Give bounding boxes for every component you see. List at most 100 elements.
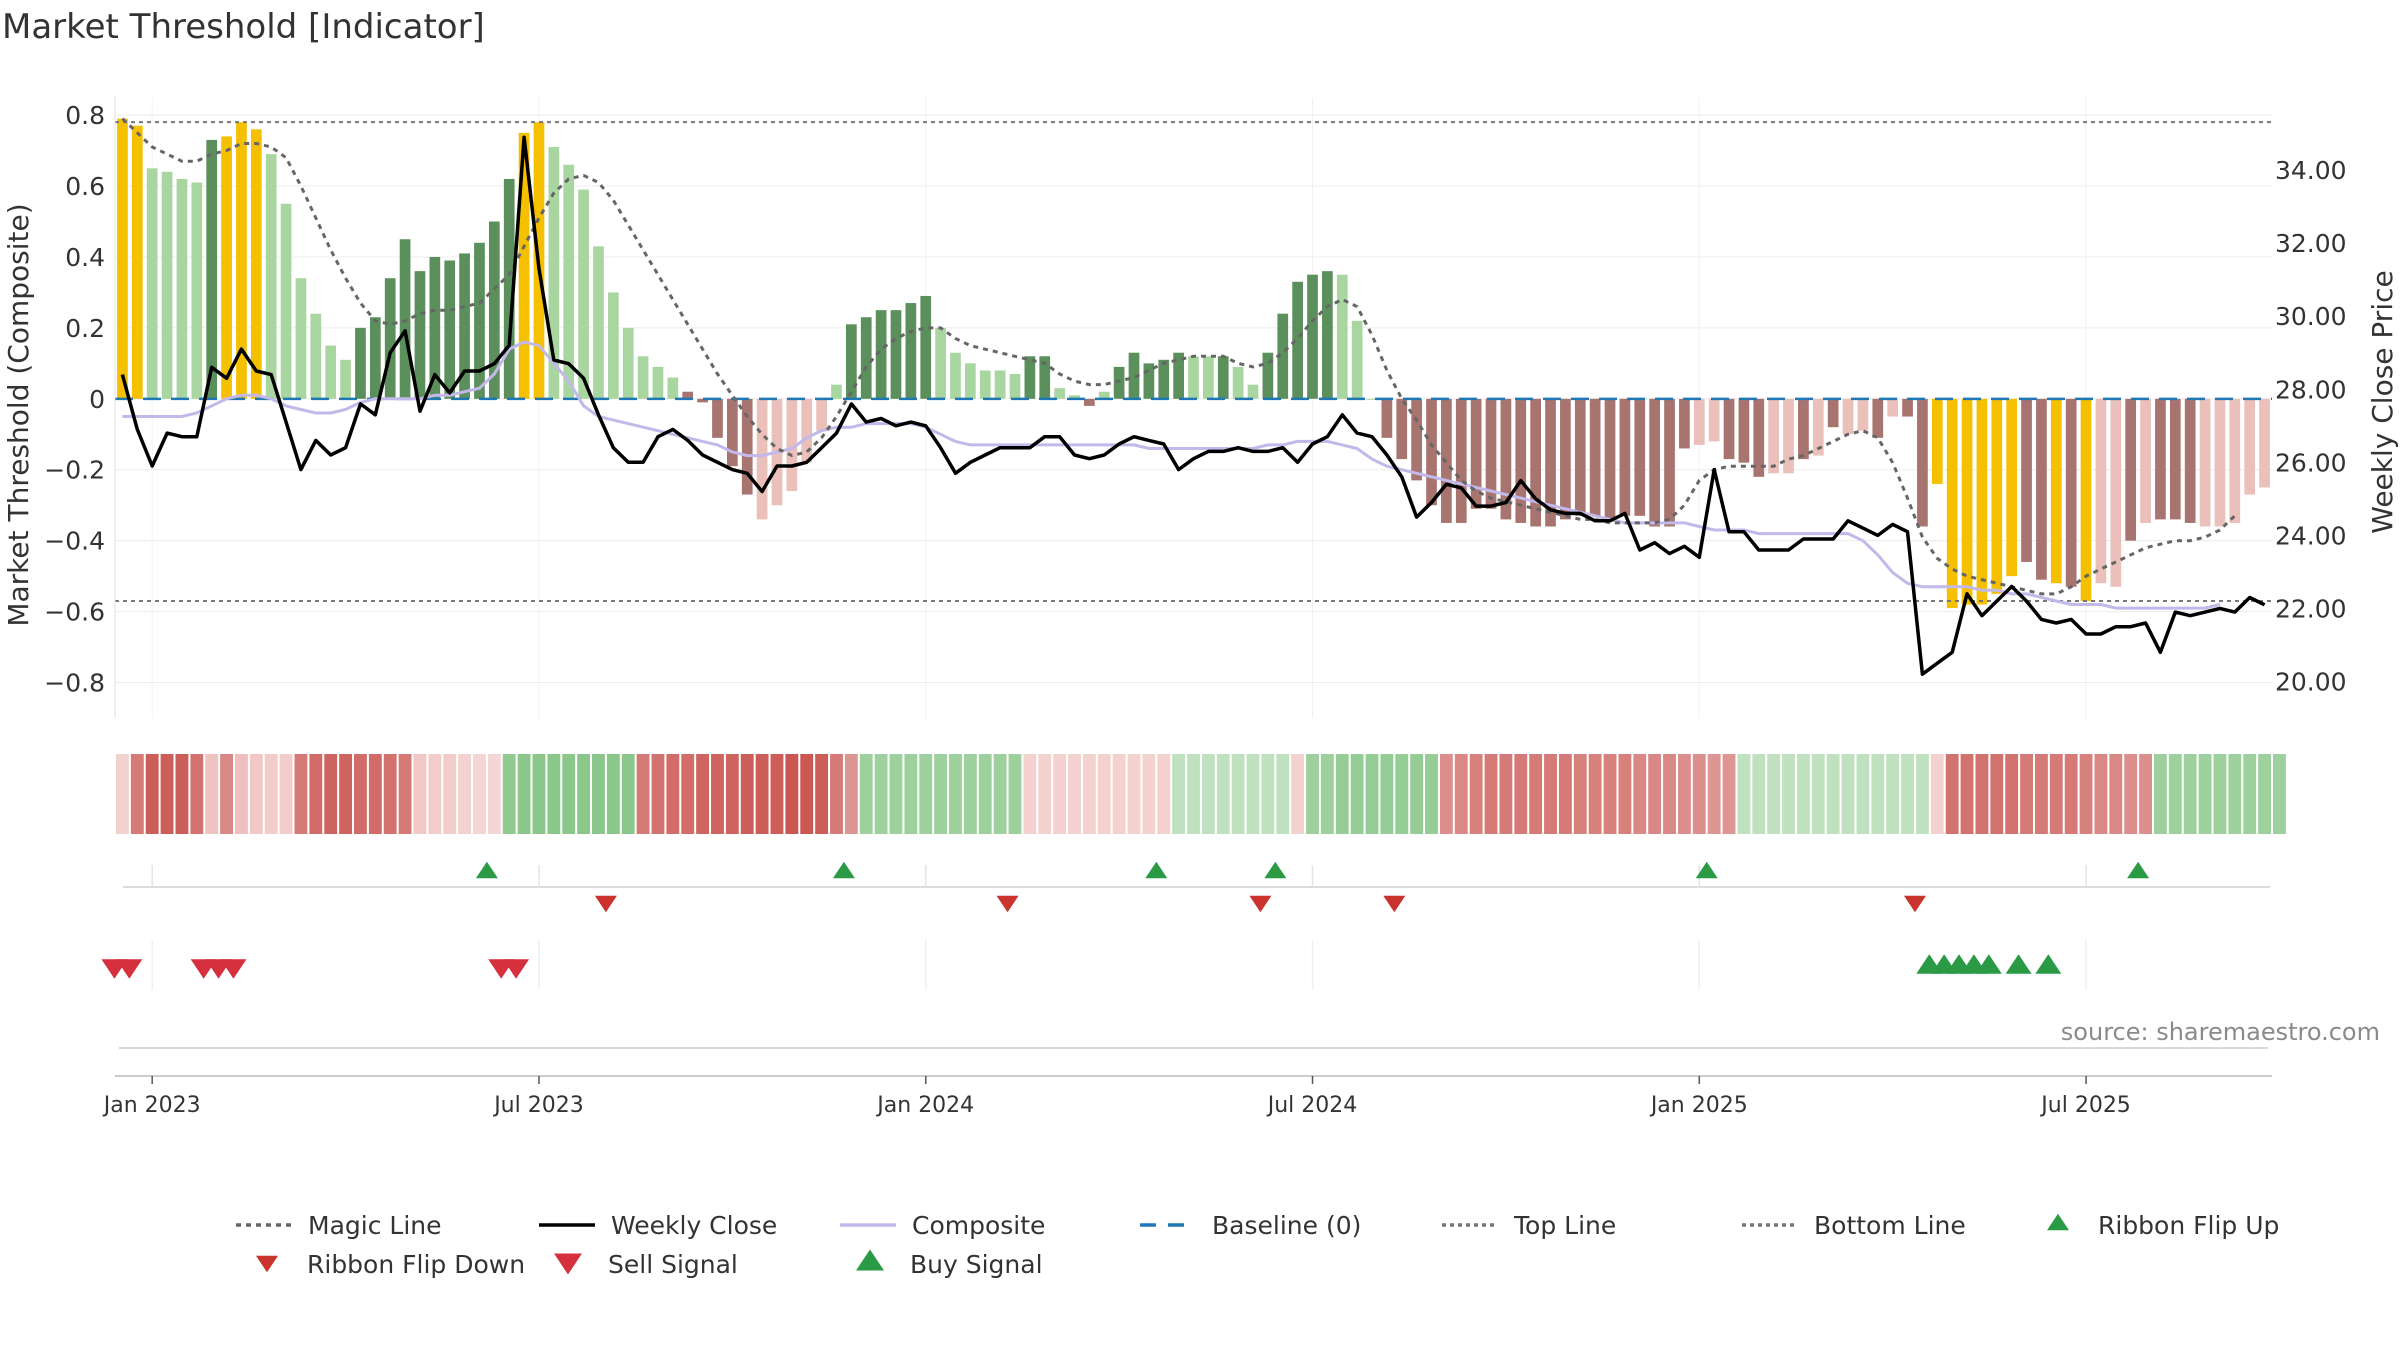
composite-bar bbox=[1693, 398, 1705, 445]
composite-bar bbox=[1976, 398, 1988, 605]
ribbon-cell bbox=[160, 754, 174, 834]
composite-bar bbox=[1143, 363, 1155, 399]
ribbon-cell bbox=[1514, 754, 1528, 834]
composite-bar bbox=[1069, 395, 1080, 399]
composite-bar bbox=[1991, 398, 2003, 594]
ribbon-cell bbox=[2049, 754, 2063, 834]
ribbon-cell bbox=[2034, 754, 2048, 834]
composite-bar bbox=[845, 324, 857, 399]
composite-bar bbox=[1783, 398, 1794, 474]
composite-bar bbox=[726, 398, 738, 467]
composite-bar bbox=[1812, 398, 1824, 456]
ribbon-cell bbox=[830, 754, 843, 834]
composite-bar bbox=[994, 370, 1006, 399]
ribbon-cell bbox=[1826, 754, 1840, 834]
composite-bar bbox=[950, 352, 961, 399]
composite-bar bbox=[652, 366, 664, 399]
ribbon-cell bbox=[130, 754, 144, 834]
ribbon-cell bbox=[1380, 754, 1394, 834]
ribbon-cell bbox=[1410, 754, 1424, 834]
ribbon-strip bbox=[116, 754, 2286, 834]
y-tick-label-left: −0.2 bbox=[44, 456, 105, 485]
ribbon-cell bbox=[2198, 754, 2212, 834]
ribbon-cell bbox=[1722, 754, 1736, 834]
y-axis-right-label: Weekly Close Price bbox=[2366, 270, 2399, 533]
ribbon-cell bbox=[1603, 754, 1617, 834]
composite-bar bbox=[1307, 274, 1318, 399]
ribbon-cell bbox=[1677, 754, 1691, 834]
composite-bar bbox=[2095, 398, 2107, 584]
ribbon-cell bbox=[1127, 754, 1141, 834]
composite-bar bbox=[250, 129, 262, 399]
ribbon-cell bbox=[1558, 754, 1572, 834]
ribbon-cell bbox=[1856, 754, 1870, 834]
ribbon-cell bbox=[473, 754, 486, 834]
ribbon-cell bbox=[339, 754, 353, 834]
ribbon-cell bbox=[1960, 754, 1974, 834]
ribbon-cell bbox=[175, 754, 189, 834]
buy-signal-marker bbox=[2005, 954, 2032, 974]
ribbon-cell bbox=[1172, 754, 1186, 834]
legend-swatch-buy-signal bbox=[856, 1249, 884, 1271]
y-tick-label-left: −0.4 bbox=[44, 527, 105, 556]
source-note: source: sharemaestro.com bbox=[2061, 1018, 2380, 1046]
composite-bar bbox=[1455, 398, 1467, 523]
ribbon-cell bbox=[1752, 754, 1766, 834]
ribbon-cell bbox=[1306, 754, 1319, 834]
ribbon-cell bbox=[1573, 754, 1587, 834]
composite-bar bbox=[1545, 398, 1556, 527]
composite-bars bbox=[117, 118, 2270, 609]
ribbon-cell bbox=[1276, 754, 1290, 834]
composite-bar bbox=[1128, 352, 1140, 399]
ribbon-cell bbox=[1157, 754, 1171, 834]
legend-label-magic-line: Magic Line bbox=[308, 1211, 442, 1240]
legend-label-baseline-0: Baseline (0) bbox=[1212, 1211, 1361, 1240]
ribbon-cell bbox=[220, 754, 234, 834]
ribbon-cell bbox=[934, 754, 948, 834]
composite-bar bbox=[340, 359, 351, 399]
composite-bar bbox=[429, 256, 441, 399]
ribbon-flip-down-marker bbox=[996, 895, 1019, 913]
composite-bar bbox=[1917, 398, 1928, 527]
ribbon-cell bbox=[1454, 754, 1468, 834]
composite-bar bbox=[1961, 398, 1973, 605]
composite-bar bbox=[369, 317, 381, 399]
composite-bar bbox=[295, 278, 307, 399]
ribbon-cell bbox=[1915, 754, 1929, 834]
composite-bar bbox=[1232, 366, 1244, 399]
composite-bar bbox=[816, 398, 827, 431]
ribbon-cell bbox=[562, 754, 576, 834]
ribbon-cell bbox=[978, 754, 992, 834]
composite-bar bbox=[2021, 398, 2032, 562]
ribbon-cell bbox=[1841, 754, 1855, 834]
ribbon-flip-down-marker bbox=[594, 895, 617, 913]
composite-bar bbox=[2184, 398, 2196, 523]
ribbon-cell bbox=[383, 754, 397, 834]
ribbon-cell bbox=[1097, 754, 1111, 834]
y-tick-label-left: 0.6 bbox=[65, 172, 105, 201]
ribbon-cell bbox=[368, 754, 382, 834]
y-tick-label-right: 32.00 bbox=[2275, 229, 2347, 258]
ribbon-cell bbox=[592, 754, 605, 834]
composite-bar bbox=[1738, 398, 1750, 463]
y-tick-label-left: −0.6 bbox=[44, 598, 105, 627]
x-axis: Jan 2023 Jul 2023 Jan 2024 Jul 2024 Jan 2025… bbox=[102, 1075, 2272, 1118]
composite-bar bbox=[1351, 320, 1363, 399]
ribbon-cell bbox=[487, 754, 501, 834]
ribbon-cell bbox=[2079, 754, 2093, 834]
composite-bar bbox=[2169, 398, 2181, 520]
ribbon-cell bbox=[1142, 754, 1156, 834]
composite-bar bbox=[1857, 398, 1869, 431]
y-tick-label-left: 0.4 bbox=[65, 243, 105, 272]
composite-bar bbox=[578, 189, 589, 399]
ribbon-cell bbox=[889, 754, 903, 834]
composite-bar bbox=[1381, 398, 1393, 438]
composite-bar bbox=[399, 239, 411, 399]
y-tick-label-left: 0 bbox=[89, 385, 105, 414]
composite-bar bbox=[831, 384, 842, 399]
composite-bar bbox=[1173, 352, 1184, 399]
composite-bar bbox=[1188, 356, 1199, 399]
legend-label-ribbon-flip-up: Ribbon Flip Up bbox=[2098, 1211, 2279, 1240]
composite-bar bbox=[1366, 398, 1378, 400]
composite-bar bbox=[1411, 398, 1422, 481]
